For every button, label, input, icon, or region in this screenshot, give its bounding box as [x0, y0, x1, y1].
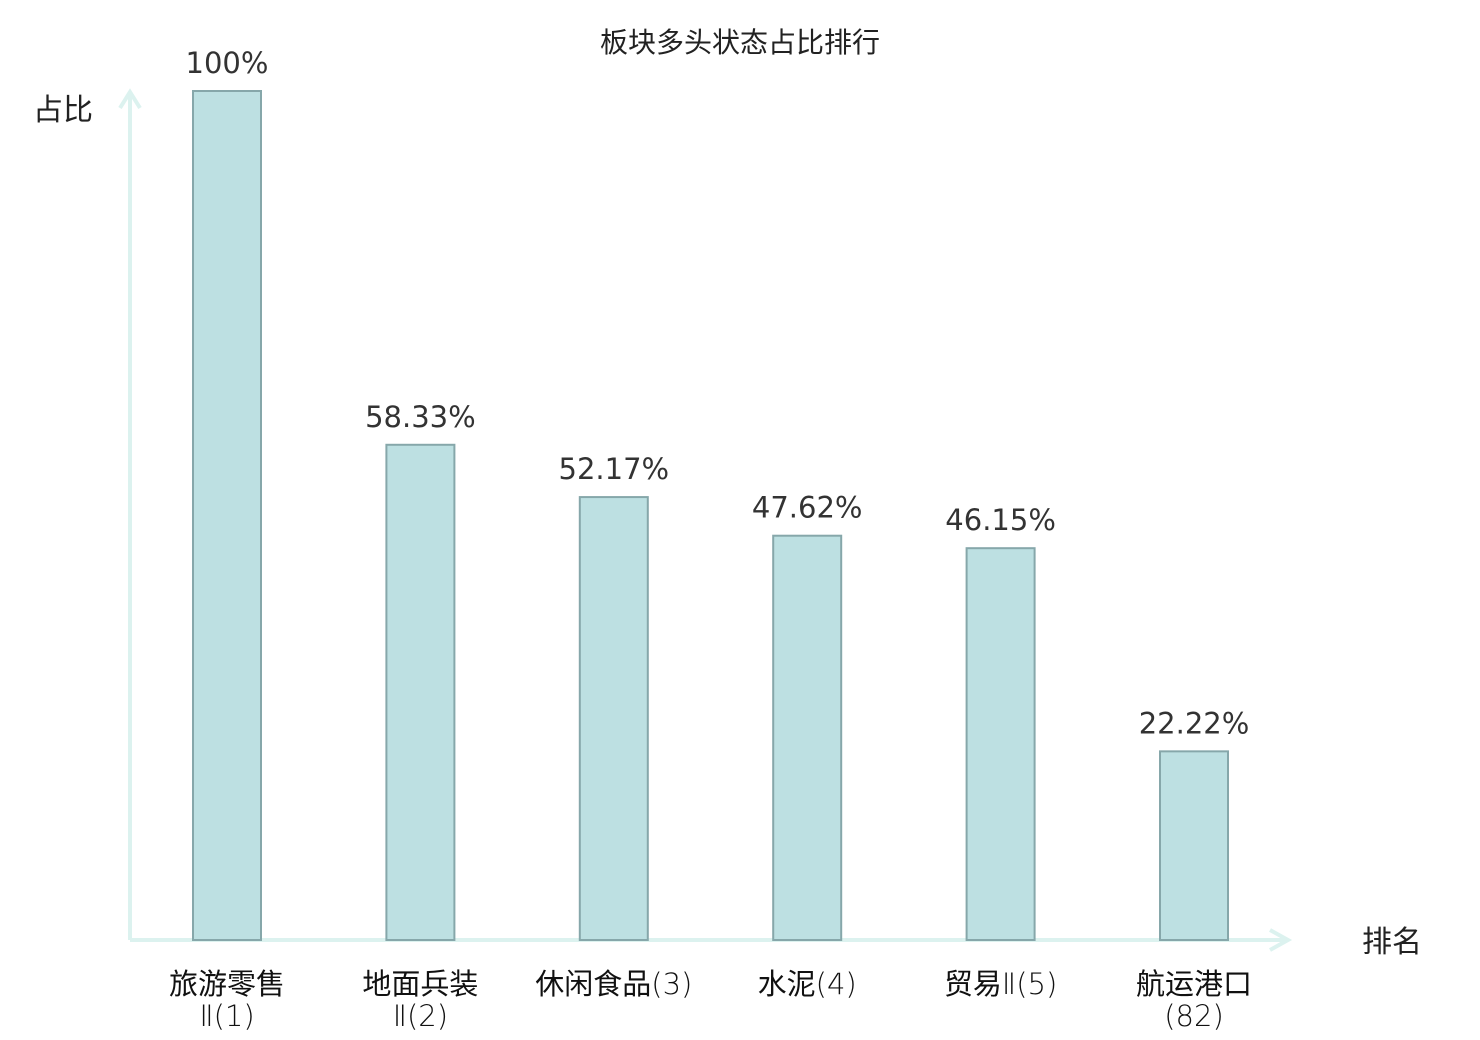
x-axis-label: 排名: [1362, 925, 1422, 960]
category-rank: (82): [1164, 999, 1224, 1033]
category-rank: Ⅱ(1): [199, 999, 254, 1033]
category-name: 休闲食品: [535, 967, 651, 1001]
category-rank: Ⅱ(5): [1002, 967, 1057, 1001]
bar-6: [1159, 750, 1229, 941]
bars-group: [192, 90, 1229, 942]
value-label-6: 22.22%: [1139, 706, 1250, 740]
value-label-1: 100%: [186, 46, 269, 80]
value-labels-group: 100% 58.33% 52.17% 47.62% 46.15% 22.22%: [186, 46, 1250, 740]
category-label-3: 休闲食品(3): [535, 967, 692, 1001]
category-name: 航运港口: [1136, 967, 1252, 1001]
category-rank: Ⅱ(2): [393, 999, 448, 1033]
bar-1: [192, 90, 262, 941]
bar-3: [578, 496, 649, 941]
x-axis-arrow: [1269, 928, 1293, 952]
bar-4: [772, 534, 843, 941]
bar-5: [965, 547, 1036, 942]
category-label-6: 航运港口(82): [1136, 967, 1252, 1033]
category-label-2: 地面兵装 Ⅱ(2): [362, 967, 478, 1033]
category-name: 旅游零售: [169, 967, 285, 1001]
category-rank: (3): [651, 967, 692, 1001]
value-label-3: 52.17%: [559, 452, 670, 486]
category-labels-group: 旅游零售 Ⅱ(1) 地面兵装 Ⅱ(2) 休闲食品(3) 水泥(4) 贸易Ⅱ(5) 航运港口(8…: [169, 967, 1252, 1033]
chart-title: 板块多头状态占比排行: [600, 26, 880, 59]
y-axis-label: 占比: [33, 93, 93, 128]
category-rank: (4): [816, 967, 857, 1001]
category-name: 地面兵装: [362, 967, 478, 1001]
y-axis-arrow: [118, 88, 142, 110]
category-label-5: 贸易Ⅱ(5): [944, 967, 1057, 1001]
value-label-2: 58.33%: [365, 400, 476, 434]
category-label-1: 旅游零售 Ⅱ(1): [169, 967, 285, 1033]
bar-2: [385, 443, 456, 941]
category-name: 水泥: [758, 967, 816, 1001]
category-name: 贸易: [944, 967, 1002, 1001]
value-label-4: 47.62%: [752, 491, 863, 525]
axes: [118, 88, 1293, 952]
category-label-4: 水泥(4): [758, 967, 857, 1001]
value-label-5: 46.15%: [945, 503, 1056, 537]
